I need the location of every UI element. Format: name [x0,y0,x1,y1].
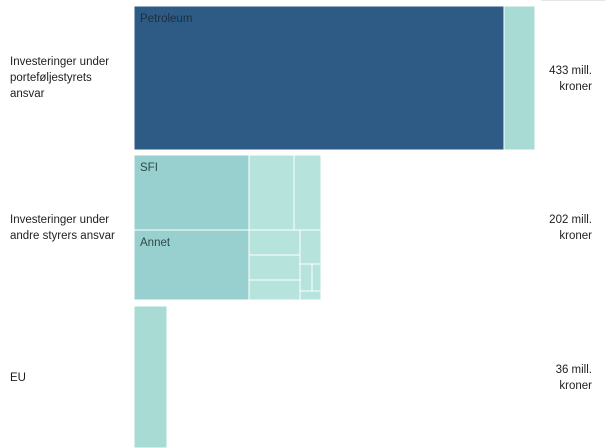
tile-small-7[interactable] [299,263,313,292]
tile-small-1[interactable] [248,154,295,231]
row-label-line: EU [10,372,26,384]
row-total-porteforlje: 433 mill. kroner [526,63,592,95]
tile-label-annet: Annet [140,237,171,249]
tile-small-4[interactable] [299,229,322,265]
tile-small-2[interactable] [293,154,322,231]
tile-sfi[interactable] [133,154,250,231]
tile-small-3[interactable] [248,229,301,256]
row-total-eu: 36 mill. kroner [526,362,592,394]
row-label-andre-styrer: Investeringer under andre styrers ansvar [10,212,130,244]
row-label-line: ansvar [10,88,45,100]
row-total-line: kroner [559,230,592,242]
row-label-line: Investeringer under [10,56,110,68]
row-total-line: 36 mill. [555,364,592,376]
tile-petroleum[interactable] [133,5,505,151]
tile-label-petroleum: Petroleum [140,13,192,25]
row-label-porteforlje: Investeringer under porteføljestyrets an… [10,54,130,102]
row-total-line: kroner [559,81,592,93]
row-label-line: Investeringer under [10,214,110,226]
row-label-line: porteføljestyrets [10,72,92,84]
tile-other[interactable] [503,5,536,151]
row-total-line: kroner [559,380,592,392]
row-total-line: 433 mill. [549,65,592,77]
row-label-eu: EU [10,370,130,386]
row-separator [541,0,605,1]
tile-small-6[interactable] [248,279,301,301]
tile-small-9[interactable] [299,290,322,301]
tile-label-sfi: SFI [140,162,158,174]
row-total-andre-styrer: 202 mill. kroner [526,212,592,244]
tile-annet[interactable] [133,229,250,301]
row-label-line: andre styrers ansvar [10,230,115,242]
tile-small-5[interactable] [248,254,301,281]
row-total-line: 202 mill. [549,214,592,226]
tile-eu[interactable] [133,305,168,448]
tile-small-8[interactable] [311,263,322,292]
